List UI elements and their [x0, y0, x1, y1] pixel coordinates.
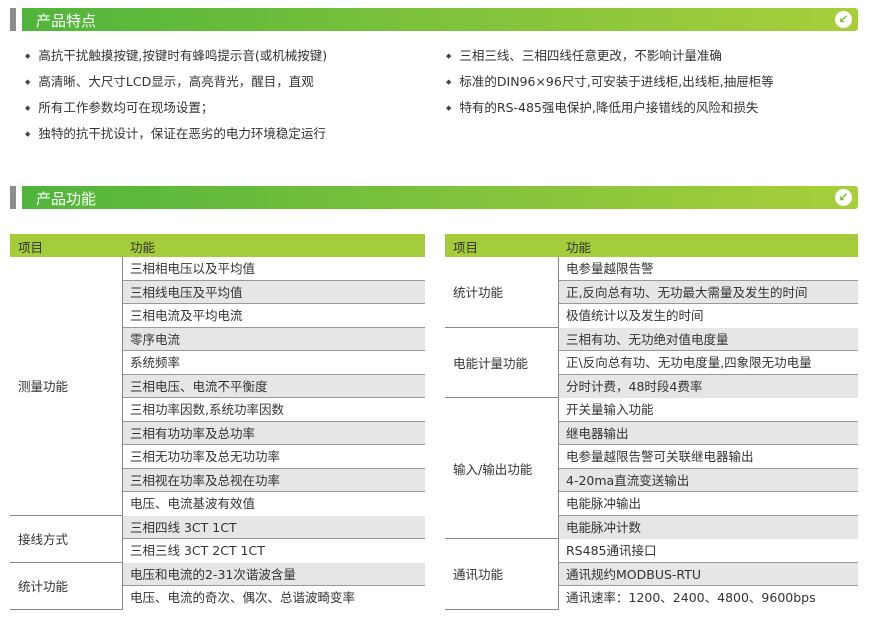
table-row: 零序电流 [122, 327, 425, 351]
table-row: 三相四线 3CT 1CT [122, 515, 425, 539]
feature-list-left: 高抗干扰触摸按键,按键时有蜂鸣提示音(或机械按键) 高清晰、大尺寸LCD显示，高… [25, 46, 327, 150]
group-item: 统计功能 [18, 579, 69, 594]
header-function: 功能 [130, 240, 156, 255]
section-title: 产品功能 [36, 190, 97, 208]
table-header: 项目 功能 [10, 234, 425, 257]
table-row: 电压、电流的奇次、偶次、总谐波畸变率 [122, 586, 425, 610]
table-row: 电能脉冲输出 [558, 492, 858, 516]
header-item: 项目 [18, 240, 44, 255]
chevron-down-left-icon[interactable]: ↙ [835, 11, 852, 28]
table-row: 三相无功功率及总无功功率 [122, 445, 425, 469]
header-function: 功能 [566, 240, 592, 255]
section-marker [10, 8, 16, 31]
feature-item: 三相三线、三相四线任意更改，不影响计量准确 [446, 46, 774, 72]
table-row: 三相功率因数,系统功率因数 [122, 398, 425, 422]
section-bar [22, 186, 858, 209]
table-row: 电参量越限告警可关联继电器输出 [558, 445, 858, 469]
table-header: 项目 功能 [445, 234, 858, 257]
table-row: RS485通讯接口 [558, 539, 858, 563]
table-row: 三相电压、电流不平衡度 [122, 374, 425, 398]
table-row: 电能脉冲计数 [558, 515, 858, 539]
section-marker [10, 186, 16, 209]
table-row: 三相有功、无功绝对值电度量 [558, 327, 858, 351]
table-row: 正,反向总有功、无功最大需量及发生的时间 [558, 280, 858, 304]
group-item: 输入/输出功能 [453, 461, 533, 477]
group-item: 统计功能 [453, 285, 504, 301]
section-title: 产品特点 [36, 12, 97, 30]
group-item: 测量功能 [18, 379, 69, 395]
table-row: 分时计费，48时段4费率 [558, 374, 858, 398]
table-row: 极值统计以及发生的时间 [558, 304, 858, 328]
table-row: 电参量越限告警 [558, 257, 858, 281]
feature-item: 高抗干扰触摸按键,按键时有蜂鸣提示音(或机械按键) [25, 46, 327, 72]
table-row: 电压和电流的2-31次谐波含量 [122, 562, 425, 586]
section-header-functions: 产品功能 ↙ [10, 186, 858, 209]
table-row: 通讯速率：1200、2400、4800、9600bps [558, 586, 858, 610]
column-divider [558, 257, 559, 610]
table-row: 三相线电压及平均值 [122, 280, 425, 304]
feature-item: 高清晰、大尺寸LCD显示，高亮背光，醒目，直观 [25, 72, 327, 98]
table-row: 系统频率 [122, 351, 425, 375]
table-row: 三相电流及平均电流 [122, 304, 425, 328]
feature-list-right: 三相三线、三相四线任意更改，不影响计量准确 标准的DIN96×96尺寸,可安装于… [446, 46, 774, 124]
group-item: 电能计量功能 [453, 355, 529, 371]
feature-item: 所有工作参数均可在现场设置； [25, 98, 327, 124]
table-row: 三相有功功率及总功率 [122, 421, 425, 445]
feature-item: 标准的DIN96×96尺寸,可安装于进线柜,出线柜,抽屉柜等 [446, 72, 773, 98]
group-item: 通讯功能 [453, 567, 504, 583]
section-bar [22, 8, 858, 31]
column-divider [122, 257, 123, 610]
table-row: 三相三线 3CT 2CT 1CT [122, 539, 425, 563]
table-row: 4-20ma直流变送输出 [558, 468, 858, 492]
feature-item: 独特的抗干扰设计，保证在恶劣的电力环境稳定运行 [25, 124, 327, 150]
section-header-features: 产品特点 ↙ [10, 8, 858, 31]
table-row: 三相视在功率及总视在功率 [122, 468, 425, 492]
table-row: 正\反向总有功、无功电度量,四象限无功电量 [558, 351, 858, 375]
table-row: 开关量输入功能 [558, 398, 858, 422]
table-row: 三相相电压以及平均值 [122, 257, 425, 281]
chevron-down-left-icon[interactable]: ↙ [835, 189, 852, 206]
feature-item: 特有的RS-485强电保护,降低用户接错线的风险和损失 [446, 98, 774, 124]
table-row: 电压、电流基波有效值 [122, 492, 425, 516]
header-item: 项目 [453, 240, 479, 255]
table-row: 继电器输出 [558, 421, 858, 445]
table-row: 通讯规约MODBUS-RTU [558, 562, 858, 586]
group-item: 接线方式 [18, 532, 69, 547]
